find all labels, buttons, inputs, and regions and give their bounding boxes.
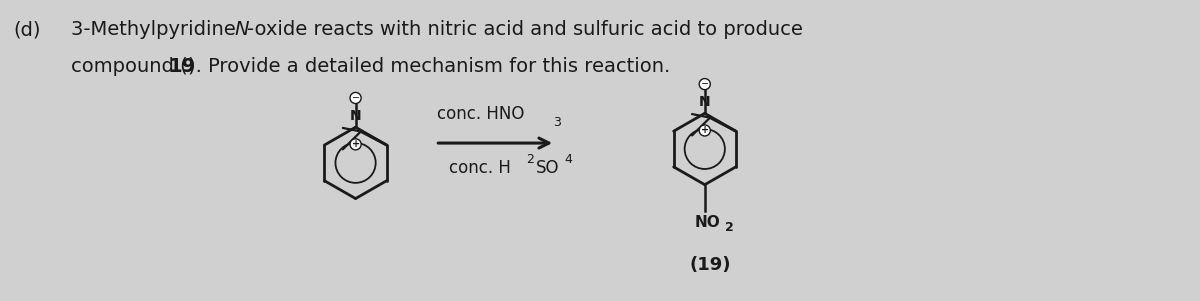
Text: (d): (d) <box>13 20 41 39</box>
Text: compound (: compound ( <box>71 57 188 76</box>
Text: -oxide reacts with nitric acid and sulfuric acid to produce: -oxide reacts with nitric acid and sulfu… <box>247 20 803 39</box>
Text: SO: SO <box>535 159 559 177</box>
Text: −: − <box>701 79 709 89</box>
Circle shape <box>350 139 361 150</box>
Text: 3-Methylpyridine: 3-Methylpyridine <box>71 20 240 39</box>
Text: conc. H: conc. H <box>449 159 511 177</box>
Text: N: N <box>698 95 710 109</box>
Circle shape <box>350 92 361 104</box>
Circle shape <box>700 125 710 136</box>
Text: conc. HNO: conc. HNO <box>437 105 524 123</box>
Text: +: + <box>352 139 360 149</box>
Text: N: N <box>234 20 248 39</box>
Text: ). Provide a detailed mechanism for this reaction.: ). Provide a detailed mechanism for this… <box>188 57 671 76</box>
Text: N: N <box>349 109 361 123</box>
Text: 2: 2 <box>526 154 534 166</box>
Text: NO: NO <box>695 216 721 230</box>
Text: (19): (19) <box>690 256 732 274</box>
Text: 2: 2 <box>725 221 733 234</box>
Text: 3: 3 <box>553 116 560 129</box>
Text: +: + <box>701 126 709 135</box>
Text: −: − <box>352 93 360 103</box>
Circle shape <box>700 79 710 90</box>
Text: 4: 4 <box>564 154 572 166</box>
Text: 19: 19 <box>168 57 196 76</box>
